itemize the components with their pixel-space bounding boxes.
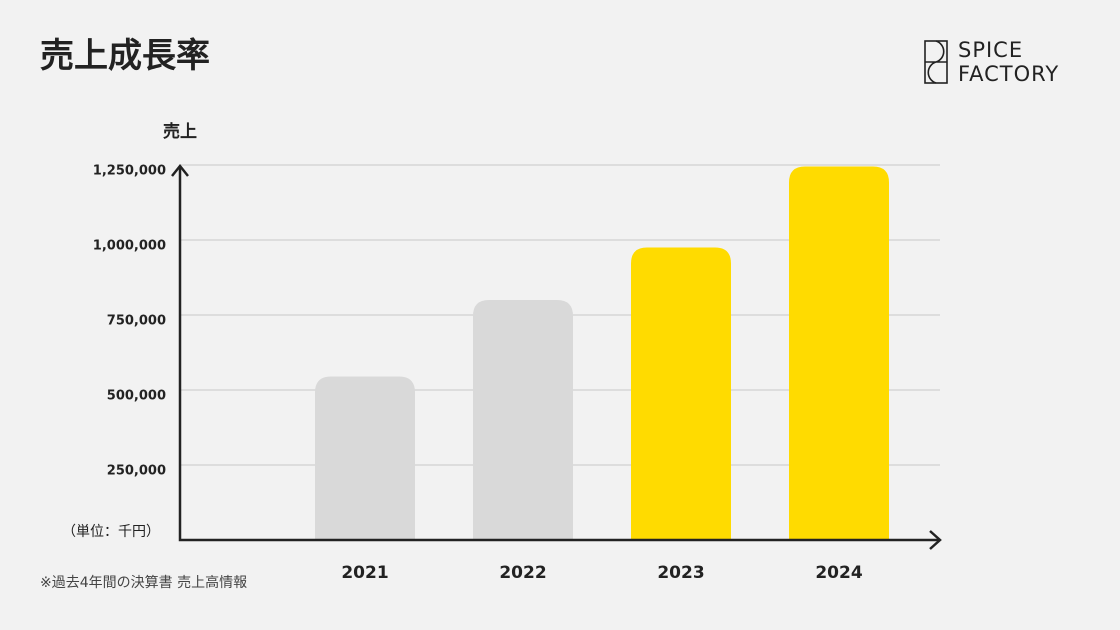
- y-axis-label: 売上: [163, 121, 197, 142]
- chart-title: 売上成長率: [40, 36, 210, 76]
- footnote: ※過去4年間の決算書 売上高情報: [40, 574, 247, 591]
- logo-icon: [924, 40, 948, 84]
- x-tick-label: 2022: [499, 563, 546, 583]
- y-tick-label: 250,000: [107, 464, 166, 479]
- y-arrow: [171, 163, 189, 177]
- y-tick-label: 750,000: [107, 314, 166, 329]
- logo-text: FACTORY: [958, 62, 1059, 86]
- x-arrow: [929, 530, 942, 550]
- x-tick-label: 2021: [341, 563, 388, 583]
- bar: [473, 300, 573, 540]
- bar: [631, 247, 731, 540]
- axes: [178, 168, 940, 542]
- y-tick-label: 1,000,000: [93, 239, 166, 254]
- y-tick-label: 500,000: [107, 389, 166, 404]
- bar: [789, 166, 889, 540]
- unit-note: （単位：千円）: [62, 524, 160, 540]
- x-tick-label: 2024: [815, 563, 862, 583]
- y-tick-label: 1,250,000: [93, 164, 166, 179]
- logo-text: SPICE: [958, 38, 1023, 62]
- bar: [315, 376, 415, 540]
- x-tick-label: 2023: [657, 563, 704, 583]
